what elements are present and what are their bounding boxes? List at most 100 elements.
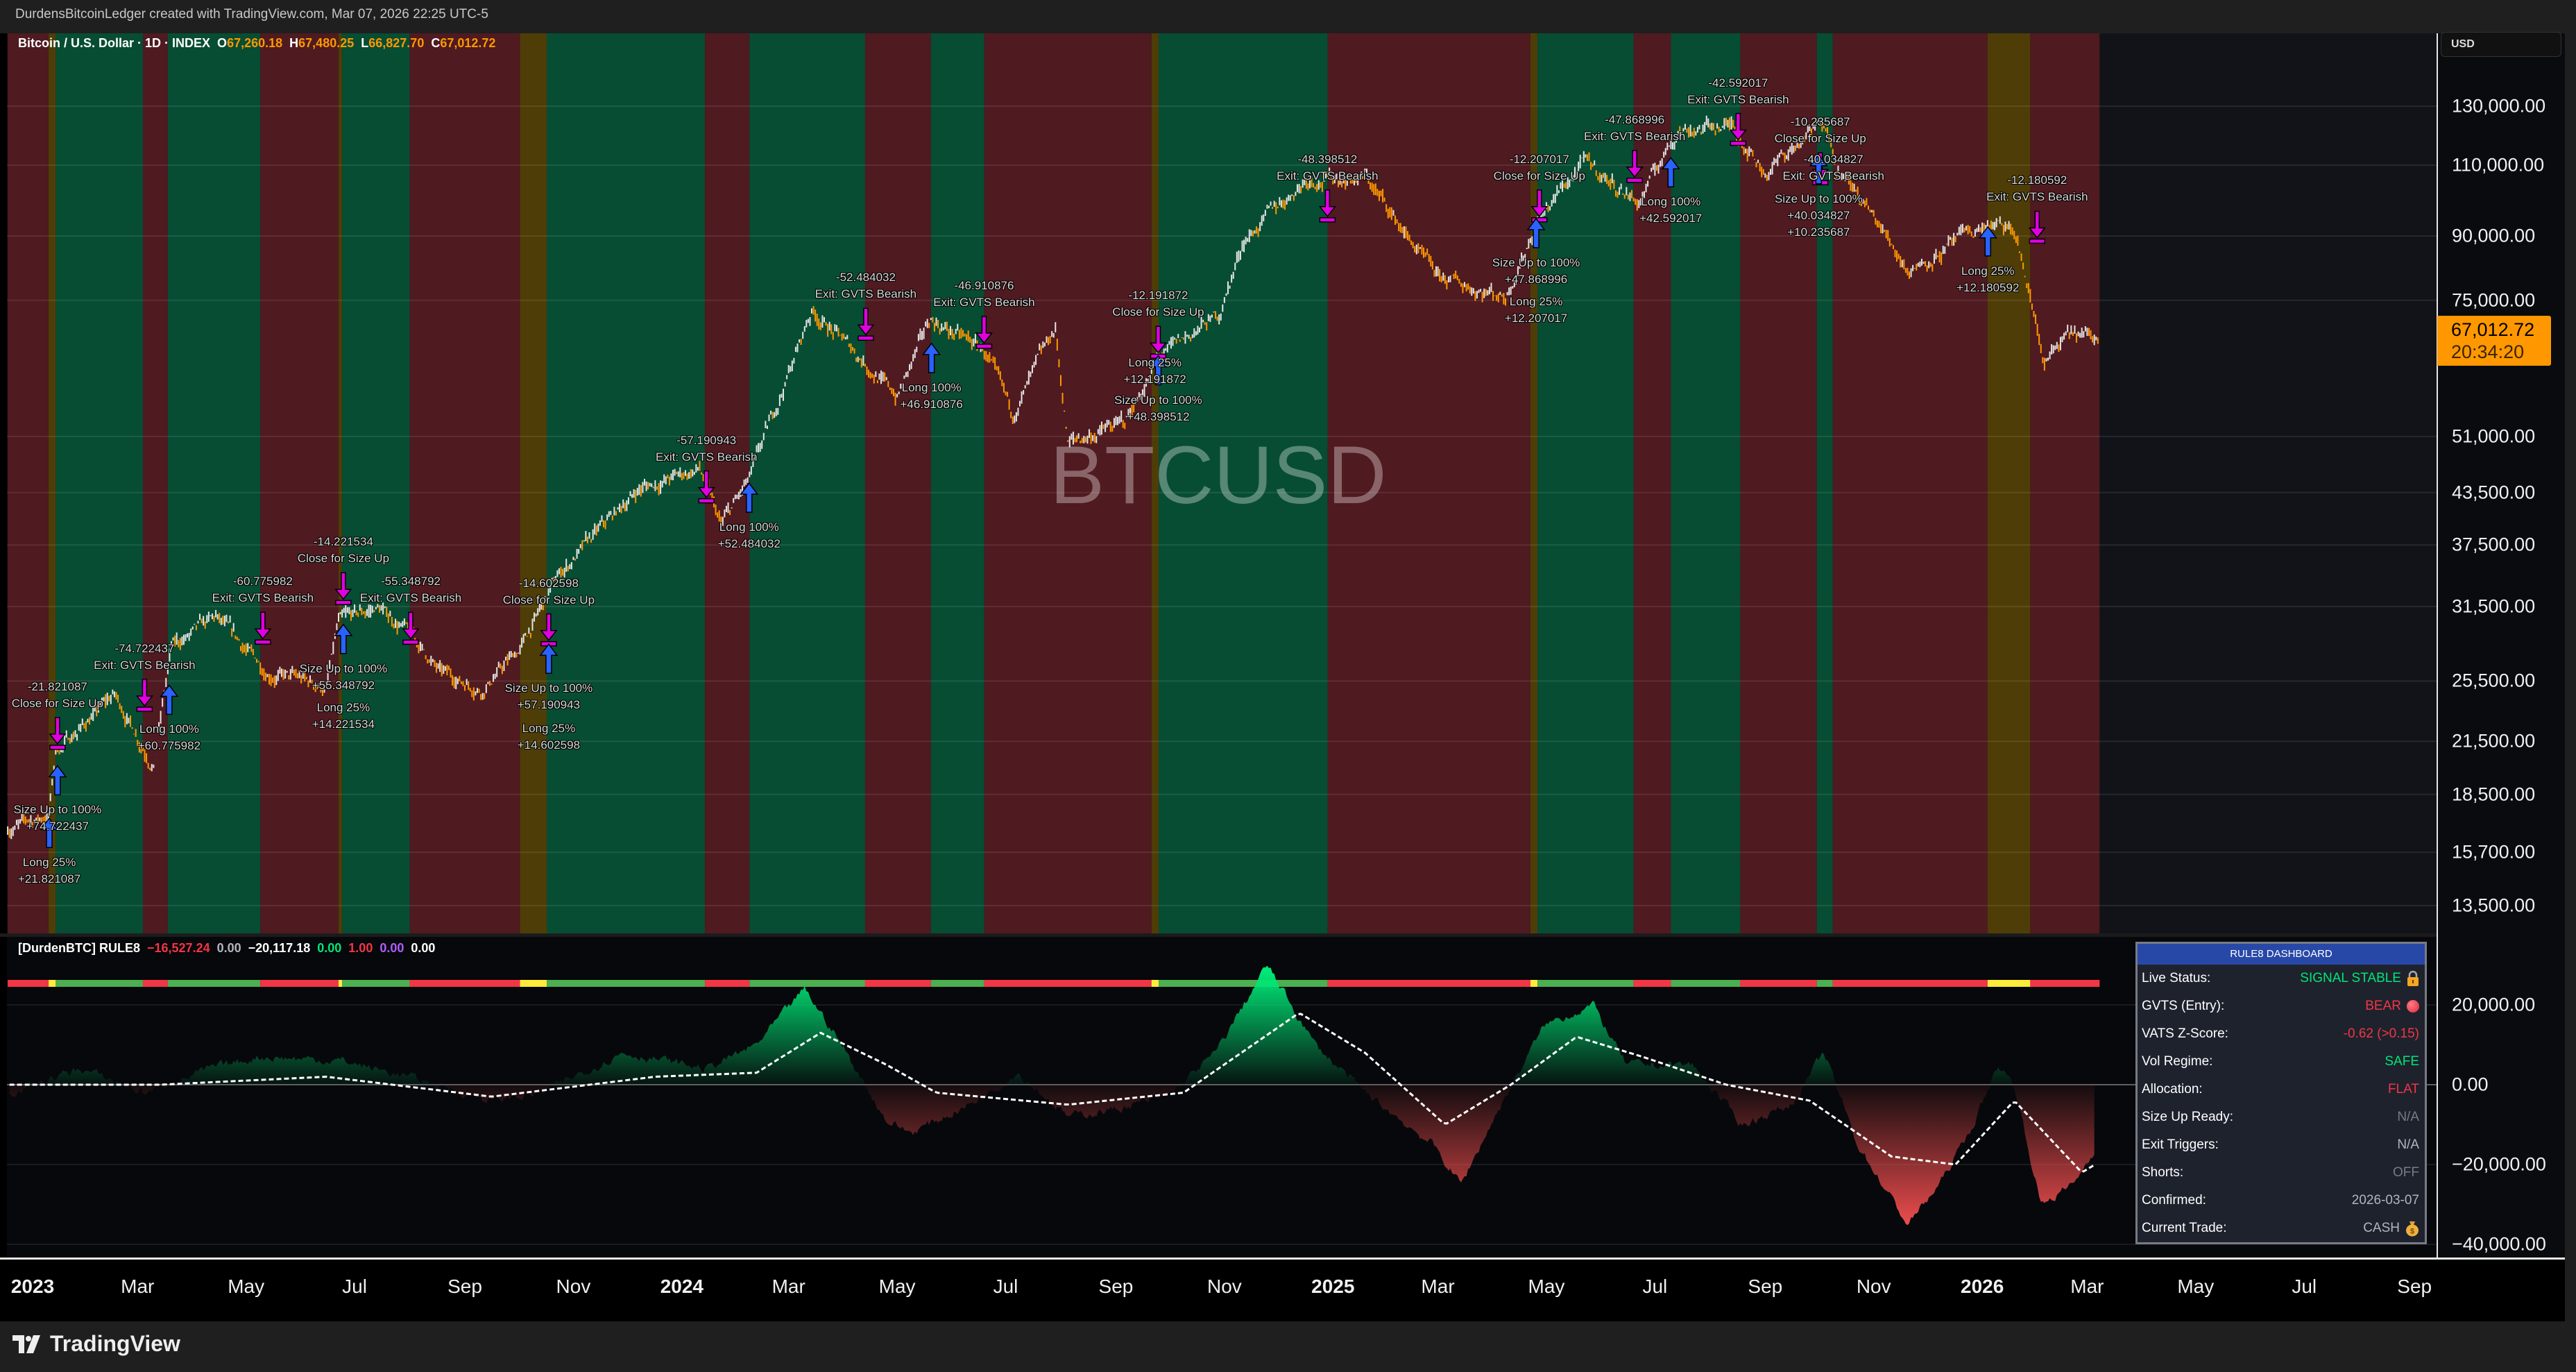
- dashboard-value-text: 2026-03-07: [2351, 1193, 2419, 1208]
- exit-arrow-icon: [402, 611, 420, 645]
- trade-annotation: -55.348792 Exit: GVTS Bearish: [360, 573, 461, 607]
- indicator-value: −16,527.24: [140, 941, 210, 955]
- dashboard-label: Exit Triggers:: [2142, 1137, 2219, 1152]
- annotation-line: Long 100%: [1641, 195, 1701, 209]
- time-tick: 2025: [1311, 1276, 1355, 1297]
- annotation-line: Exit: GVTS Bearish: [1277, 169, 1379, 183]
- time-tick: Mar: [771, 1276, 805, 1297]
- price-axis[interactable]: [2437, 33, 2565, 1257]
- status-strip-segment: [864, 980, 931, 987]
- dashboard-row: Live Status: SIGNAL STABLE: [2138, 965, 2425, 992]
- entry-arrow-icon: [1809, 153, 1828, 185]
- money-bag-icon: $: [2406, 1221, 2419, 1237]
- snapshot-title: DurdensBitcoinLedger created with Tradin…: [15, 7, 488, 22]
- indicator-tick: 20,000.00: [2452, 994, 2536, 1015]
- tradingview-logo[interactable]: TradingView: [12, 1331, 180, 1357]
- trade-annotation: -42.592017 Exit: GVTS Bearish: [1687, 75, 1789, 108]
- last-price: 67,012.72: [2451, 319, 2535, 340]
- regime-band-bear: [1740, 33, 1817, 933]
- top-bar: DurdensBitcoinLedger created with Tradin…: [0, 0, 2576, 33]
- trade-annotation: Long 25% +12.207017: [1505, 294, 1567, 327]
- annotation-line: Exit: GVTS Bearish: [94, 659, 196, 672]
- annotation-line: +12.191872: [1123, 372, 1186, 386]
- status-strip-segment: [1816, 980, 1833, 987]
- dashboard-value-text: -0.62 (>0.15): [2343, 1026, 2419, 1041]
- trade-annotation: Long 25% +14.602598: [518, 720, 580, 754]
- pane-separator[interactable]: [0, 933, 2437, 937]
- currency-button[interactable]: USD: [2441, 32, 2561, 57]
- regime-band-bull: [1816, 33, 1833, 933]
- oscillator-positive-area: [9, 965, 2095, 1085]
- symbol-legend[interactable]: Bitcoin / U.S. Dollar · 1D · INDEX O67,2…: [18, 36, 495, 51]
- annotation-line: -55.348792: [380, 575, 441, 588]
- indicator-value: 0.00: [310, 941, 342, 955]
- regime-band-bull: [546, 33, 706, 933]
- entry-arrow-icon: [160, 684, 179, 715]
- dashboard-row: Confirmed: 2026-03-07: [2138, 1187, 2425, 1214]
- regime-band-bear: [409, 33, 520, 933]
- annotation-line: +14.221534: [312, 717, 375, 731]
- price-tick: 21,500.00: [2452, 730, 2536, 752]
- trade-annotation: -46.910876 Exit: GVTS Bearish: [933, 278, 1034, 311]
- annotation-line: Exit: GVTS Bearish: [359, 591, 462, 605]
- trade-annotation: Size Up to 100% +74.722437: [14, 802, 102, 835]
- status-strip-segment: [8, 980, 49, 987]
- annotation-line: Size Up to 100%: [1492, 255, 1580, 269]
- status-strip-segment: [1740, 980, 1817, 987]
- annotation-line: +60.775982: [137, 739, 201, 753]
- time-tick: Sep: [2397, 1276, 2432, 1297]
- trade-annotation: Size Up to 100% +47.868996: [1492, 255, 1580, 288]
- status-strip-segment: [409, 980, 520, 987]
- brand-name: TradingView: [50, 1331, 180, 1356]
- regime-band-bull: [167, 33, 261, 933]
- trade-annotation: -57.190943 Exit: GVTS Bearish: [656, 432, 757, 466]
- indicator-tick: −40,000.00: [2452, 1233, 2546, 1255]
- trade-annotation: Long 100% +60.775982: [138, 721, 201, 754]
- regime-band-bull: [56, 33, 143, 933]
- annotation-line: -52.484032: [835, 271, 896, 285]
- regime-band-bear: [142, 33, 168, 933]
- trade-annotation: Size Up to 100% +55.348792: [300, 661, 388, 694]
- indicator-legend[interactable]: [DurdenBTC] RULE8 −16,527.24 0.00 −20,11…: [18, 941, 435, 956]
- trade-annotation: Long 25% +12.180592: [1956, 263, 2019, 296]
- price-tick: 31,500.00: [2452, 595, 2536, 617]
- time-tick: Jul: [2292, 1276, 2317, 1297]
- trade-annotation: Size Up to 100% +40.034827 +10.235687: [1775, 191, 1863, 241]
- dashboard-value: SIGNAL STABLE: [2300, 970, 2419, 987]
- time-axis[interactable]: [0, 1257, 2565, 1321]
- last-price-label: 67,012.72 20:34:20: [2437, 316, 2551, 366]
- regime-band-neutral: [520, 33, 547, 933]
- dashboard-value: N/A: [2397, 1110, 2419, 1125]
- status-strip-segment: [930, 980, 984, 987]
- status-strip-segment: [1151, 980, 1159, 987]
- close-value: 67,012.72: [440, 36, 496, 50]
- annotation-line: Exit: GVTS Bearish: [814, 287, 917, 301]
- time-tick: Mar: [1421, 1276, 1455, 1297]
- dashboard-value-text: OFF: [2393, 1165, 2419, 1180]
- exit-arrow-icon: [1318, 189, 1336, 223]
- exit-arrow-icon: [2028, 210, 2046, 244]
- annotation-line: -57.190943: [676, 433, 737, 447]
- status-strip-segment: [260, 980, 339, 987]
- trade-annotation: Long 25% +14.221534: [312, 700, 375, 733]
- time-tick: May: [1528, 1276, 1565, 1297]
- dashboard-value: -0.62 (>0.15): [2344, 1026, 2419, 1042]
- low-label: L: [361, 36, 369, 50]
- close-label: C: [431, 36, 441, 50]
- entry-arrow-icon: [1526, 217, 1546, 248]
- status-strip-segment: [705, 980, 750, 987]
- dashboard-value-text: CASH: [2363, 1221, 2400, 1235]
- annotation-line: Size Up to 100%: [1114, 393, 1202, 407]
- annotation-line: Size Up to 100%: [13, 803, 102, 817]
- high-value: 67,480.25: [298, 36, 355, 50]
- entry-arrow-icon: [922, 342, 941, 373]
- status-strip-segment: [1159, 980, 1328, 987]
- trade-annotation: -74.722437 Exit: GVTS Bearish: [94, 641, 195, 674]
- open-value: 67,260.18: [227, 36, 283, 50]
- entry-arrow-icon: [1661, 157, 1680, 188]
- dashboard-value: CASH $: [2363, 1220, 2419, 1237]
- dashboard-label: Live Status:: [2142, 971, 2211, 985]
- regime-band-bull: [1159, 33, 1328, 933]
- low-value: 66,827.70: [368, 36, 425, 50]
